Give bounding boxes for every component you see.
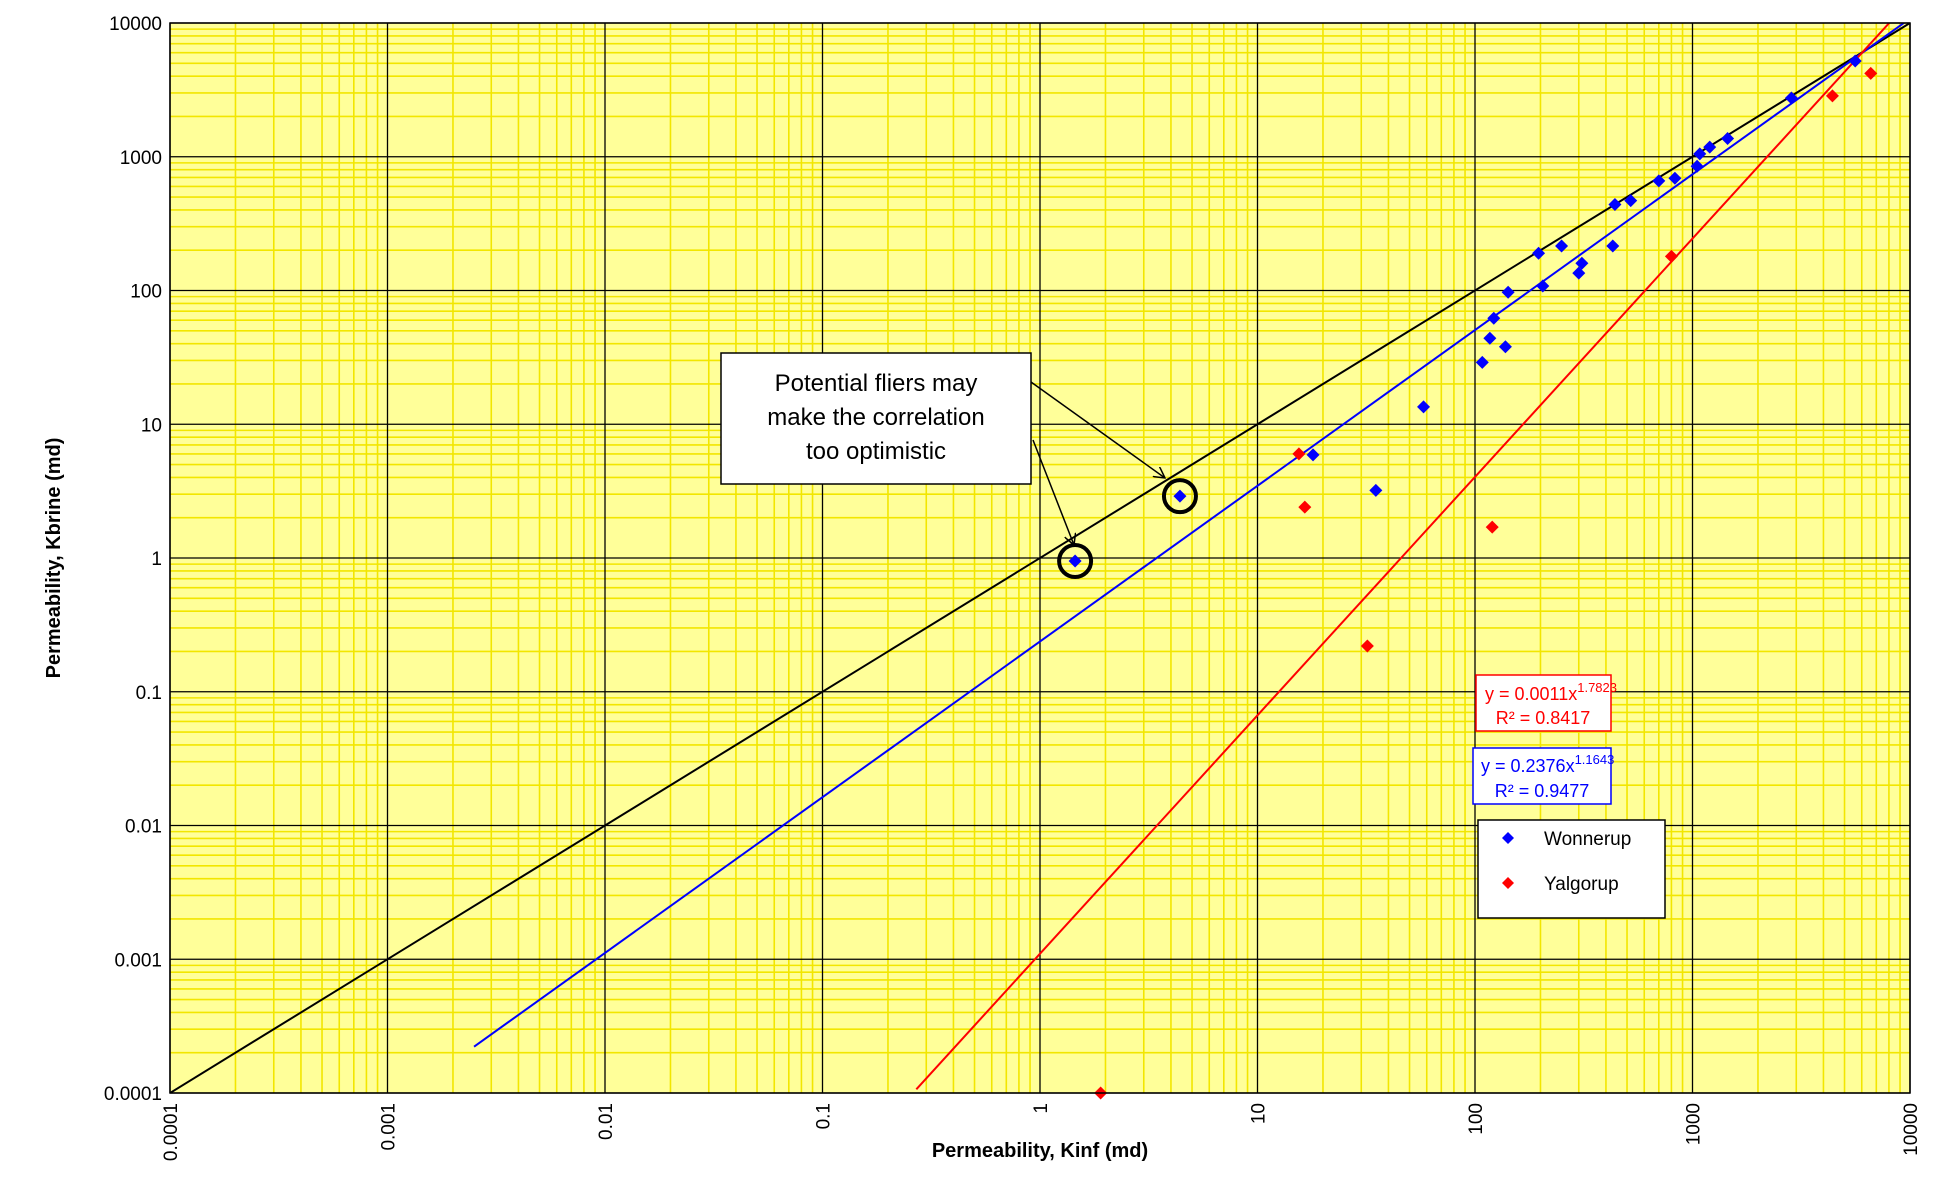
data-point-wonnerup (1173, 489, 1187, 503)
data-point-wonnerup (1668, 171, 1682, 185)
data-point-wonnerup (1068, 554, 1082, 568)
data-point-wonnerup (1575, 256, 1589, 270)
y-tick-label: 10 (141, 415, 162, 436)
data-point-wonnerup (1498, 340, 1512, 354)
flier-circles (1057, 478, 1198, 579)
y-tick-label: 0.0001 (104, 1084, 162, 1105)
equation-box-wonnerup: y = 0.2376x1.1643 R² = 0.9477 (1472, 747, 1614, 805)
equation-box-wonnerup-frame (1472, 747, 1612, 805)
y-tick-label: 0.001 (114, 950, 162, 971)
data-point-wonnerup (1369, 483, 1383, 497)
data-point-wonnerup (1721, 131, 1735, 145)
r2-wonnerup: R² = 0.9477 (1495, 781, 1590, 801)
equation-wonnerup-base: y = 0.2376x (1481, 756, 1575, 776)
data-point-wonnerup (1532, 246, 1546, 260)
data-point-yalgorup (1292, 447, 1306, 461)
data-point-wonnerup (1306, 448, 1320, 462)
data-point-wonnerup (1501, 285, 1515, 299)
x-tick-label: 0.0001 (161, 1103, 182, 1161)
data-point-wonnerup (1487, 311, 1501, 325)
tick-labels: 0.0001 0.001 0.01 0.1 1 10 100 1000 10000 0.0001 0… (104, 14, 1922, 1161)
data-point-wonnerup (1572, 266, 1586, 280)
x-tick-label: 10000 (1901, 1103, 1922, 1156)
y-tick-label: 10000 (109, 14, 162, 35)
r2-yalgorup: R² = 0.8417 (1496, 708, 1591, 728)
plot-frame (169, 22, 1911, 1094)
y-tick-label: 1 (151, 549, 162, 570)
trendline-wonnerup (473, 23, 1906, 1048)
data-point-wonnerup (1848, 54, 1862, 68)
data-point-wonnerup (1690, 159, 1704, 173)
data-point-wonnerup (1483, 331, 1497, 345)
legend-marker-yalgorup (1502, 877, 1514, 889)
data-point-wonnerup (1784, 91, 1798, 105)
y-axis-title: Permeability, Kbrine (md) (43, 438, 65, 679)
annotation-callout: Potential fliers may make the correlatio… (720, 352, 1165, 545)
annotation-box (720, 352, 1032, 485)
flier-circle (1161, 478, 1198, 515)
y-tick-label: 1000 (120, 148, 162, 169)
data-point-yalgorup (1664, 249, 1678, 263)
data-point-wonnerup (1652, 174, 1666, 188)
y-tick-label: 100 (130, 282, 162, 303)
x-axis-title: Permeability, Kinf (md) (932, 1140, 1148, 1162)
data-point-wonnerup (1417, 400, 1431, 414)
annotation-line-2: make the correlation (767, 404, 984, 431)
one-to-one-line (170, 23, 1910, 1093)
data-point-yalgorup (1485, 520, 1499, 534)
data-point-wonnerup (1536, 279, 1550, 293)
x-tick-label: 0.001 (379, 1103, 400, 1151)
legend-label-yalgorup: Yalgorup (1544, 874, 1619, 895)
equation-yalgorup-exponent: 1.7823 (1577, 680, 1617, 695)
data-point-yalgorup (1864, 66, 1878, 80)
equation-box-yalgorup-frame (1475, 674, 1612, 732)
annotation-line-1: Potential fliers may (775, 370, 978, 397)
equation-wonnerup-exponent: 1.1643 (1575, 752, 1615, 767)
data-point-wonnerup (1475, 355, 1489, 369)
x-tick-label: 0.1 (814, 1103, 835, 1129)
data-markers (1068, 54, 1878, 1100)
equation-box-yalgorup: y = 0.0011x1.7823 R² = 0.8417 (1475, 674, 1617, 732)
y-tick-label: 0.1 (136, 683, 162, 704)
annotation-arrow-1 (1030, 381, 1165, 478)
data-point-wonnerup (1703, 140, 1717, 154)
legend: Wonnerup Yalgorup (1477, 819, 1666, 919)
data-point-wonnerup (1608, 197, 1622, 211)
data-point-wonnerup (1555, 239, 1569, 253)
y-tick-label: 0.01 (125, 817, 162, 838)
data-point-yalgorup (1360, 639, 1374, 653)
trendline-yalgorup (915, 23, 1891, 1090)
data-point-wonnerup (1606, 239, 1620, 253)
data-point-wonnerup (1693, 147, 1707, 161)
equation-yalgorup: y = 0.0011x1.7823 (1485, 680, 1617, 704)
x-tick-label: 1 (1031, 1103, 1052, 1114)
flier-circle (1057, 542, 1094, 579)
x-tick-label: 10 (1249, 1103, 1270, 1124)
annotation-line-3: too optimistic (806, 438, 946, 465)
equation-wonnerup: y = 0.2376x1.1643 (1481, 752, 1614, 776)
data-point-yalgorup (1825, 89, 1839, 103)
data-point-yalgorup (1298, 500, 1312, 514)
legend-marker-wonnerup (1502, 832, 1514, 844)
x-tick-label: 100 (1466, 1103, 1487, 1135)
trend-lines (170, 23, 1910, 1093)
equation-yalgorup-base: y = 0.0011x (1485, 684, 1577, 704)
data-point-wonnerup (1624, 194, 1638, 208)
x-tick-label: 1000 (1684, 1103, 1705, 1145)
annotation-arrow-2 (1032, 439, 1074, 545)
legend-label-wonnerup: Wonnerup (1544, 829, 1631, 850)
x-tick-label: 0.01 (596, 1103, 617, 1140)
